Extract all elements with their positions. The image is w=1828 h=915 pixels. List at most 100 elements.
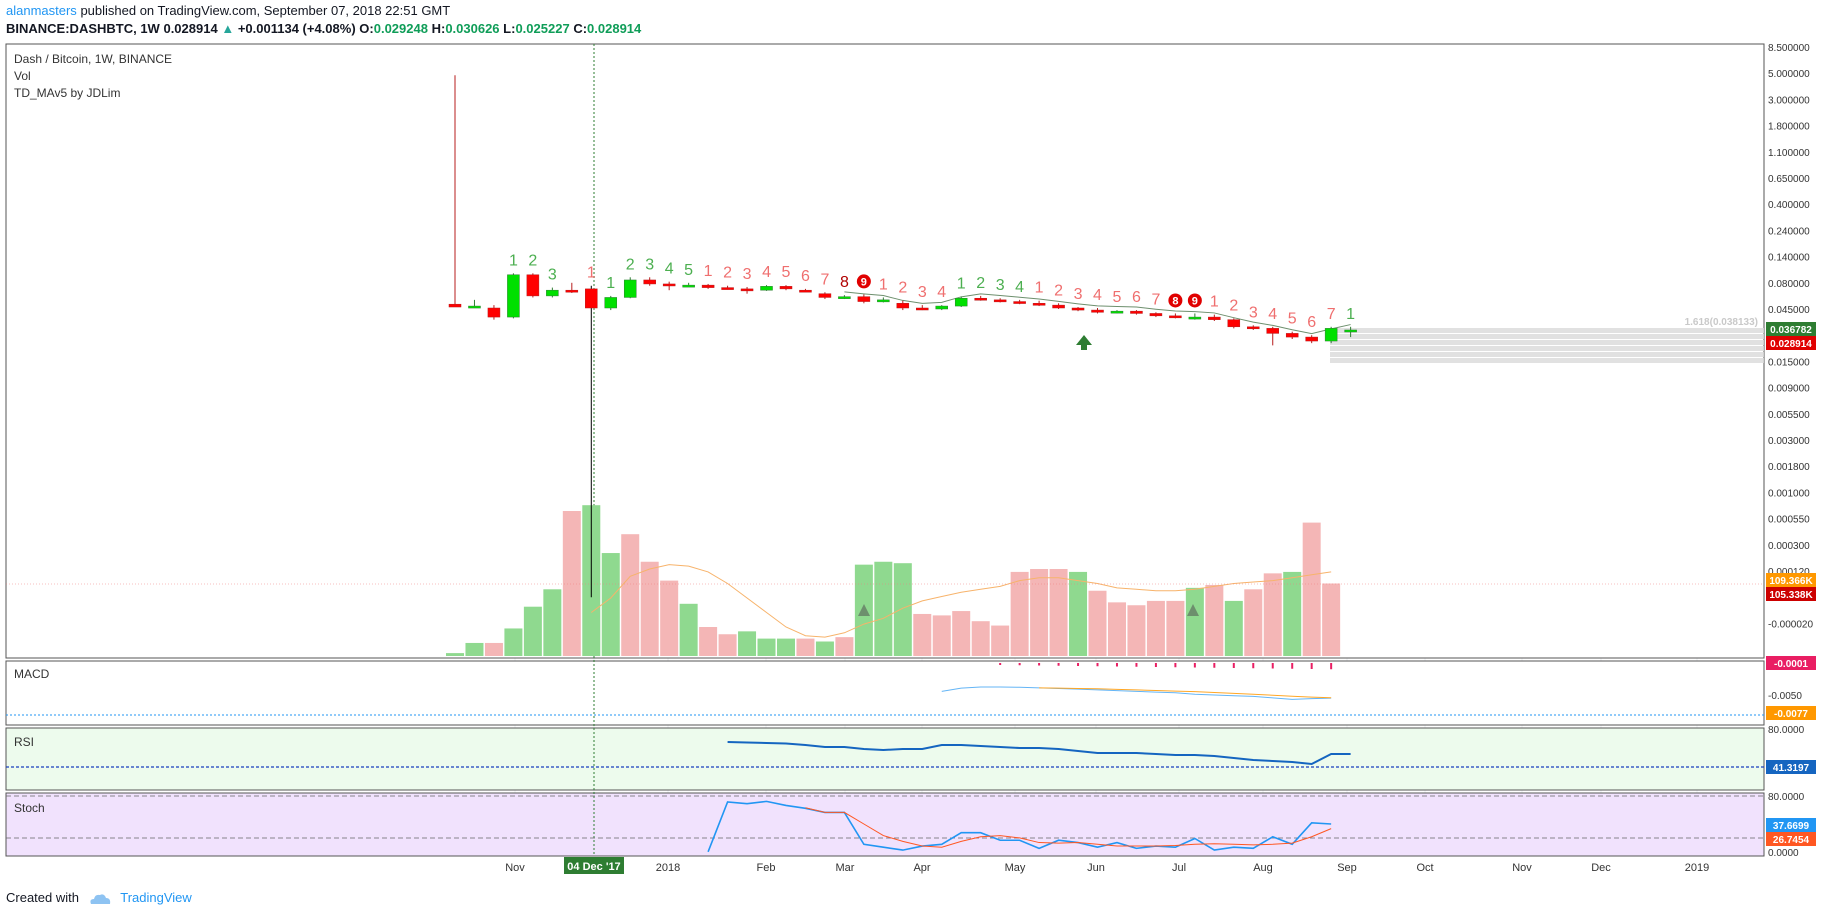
stoch-tick-label: 0.0000 [1768,848,1799,859]
time-tick-label: 2019 [1685,862,1709,874]
macd-legend[interactable]: MACD [14,667,50,681]
td-count-label: 1 [704,263,713,280]
candle-body [1013,301,1026,304]
price-tick-label: 1.100000 [1768,148,1810,159]
td-count-label: 8 [1172,295,1178,307]
td-count-label: 1 [509,252,518,269]
time-tick-label: Apr [913,862,930,874]
candle-body [760,286,773,291]
price-tick-label: 0.009000 [1768,384,1810,395]
setup-triangle-icon [858,604,870,616]
vol-legend[interactable]: Vol [14,69,31,83]
volume-bar [679,603,698,656]
author-link[interactable]: alanmasters [6,3,77,18]
time-tick-label: 2018 [656,862,680,874]
candle-body [1091,309,1104,313]
td-count-label: 4 [937,284,946,301]
price-tick-label: 5.000000 [1768,69,1810,80]
macd-histogram-bar [1115,663,1118,667]
main-legend[interactable]: Dash / Bitcoin, 1W, BINANCE [14,52,173,66]
td-count-label: 3 [1249,304,1258,321]
volume-bar [446,653,464,656]
stoch-d-line [805,807,1332,848]
stoch-tick-label: 80.0000 [1768,792,1805,803]
time-axis: Nov 04 Dec '17 2018 Feb Mar Apr May Jun Jul Aug Se… [505,857,1709,874]
candle-body [818,293,832,298]
stoch-d-label: 26.7454 [1773,835,1810,846]
candle-body [1110,310,1124,314]
td-count-label: 4 [665,261,674,278]
setup-triangle-icon [1187,604,1199,616]
td-count-label: 2 [723,265,732,282]
macd-hist-label-badge [1766,656,1816,670]
td-count-label: 9 [1192,295,1198,307]
macd-histogram-bar [1213,663,1216,668]
time-tick-label: Nov [505,862,525,874]
fib-price-label-badge [1766,322,1816,336]
price-tick-label: 8.500000 [1768,43,1810,54]
macd-histogram-bar [1193,663,1196,668]
last-price-label-badge [1766,336,1816,350]
pane-rsi [5,727,1765,791]
fib-price-label: 0.036782 [1770,325,1812,336]
stoch-legend[interactable]: Stoch [14,801,45,815]
candle-body [916,307,929,311]
volume-bar [952,611,971,656]
price-tick-label: 0.000550 [1768,515,1810,526]
macd-histogram-bar [1077,663,1080,666]
td-legend[interactable]: TD_MAv5 by JDLim [14,86,121,100]
candle-body [448,303,462,308]
tradingview-link[interactable]: TradingView [120,890,192,905]
price-tick-label: 0.650000 [1768,174,1810,185]
td-count-label: 4 [1093,287,1102,304]
rsi-legend[interactable]: RSI [14,735,35,749]
td-count-badge [1168,293,1183,308]
price-tick-label: 0.003000 [1768,436,1810,447]
td-count-label: 6 [1132,289,1141,306]
candle-body [857,296,871,302]
price-tick-label: 0.400000 [1768,200,1810,211]
td-count-label: 7 [1151,291,1160,308]
candle-body [1305,336,1318,342]
macd-histogram-bar [1096,663,1099,667]
candle-body [1247,326,1260,330]
fib-band [1330,358,1764,363]
price-tick-label: 0.000120 [1768,567,1810,578]
td-count-label: 5 [684,262,693,279]
candle-body [487,307,501,318]
price-tick-label: 0.080000 [1768,279,1810,290]
candle-body [1208,316,1221,320]
td-count-label: 1 [1210,294,1219,311]
volume-bar [660,580,679,656]
crosshair-date-badge [564,857,624,874]
macd-signal-line [1039,687,1332,699]
macd-histogram-bar [1038,663,1041,666]
macd-histogram-bar [1291,663,1294,669]
td-count-label: 1 [1035,280,1044,297]
candle-body [701,284,715,288]
fib-band [1330,328,1764,333]
macd-tick-label: -0.0050 [1768,691,1802,702]
td-count-label: 2 [976,275,985,292]
publish-info: alanmasters published on TradingView.com… [6,3,450,18]
candle-body [604,297,618,309]
candle-body [1324,328,1338,342]
time-tick-label: May [1005,862,1026,874]
candle-body [721,287,734,290]
volume-bar [504,628,523,656]
volume-ma-label-badge [1766,573,1816,587]
open-label: O: [359,21,374,36]
volume-bar [1069,571,1088,656]
candle-body [1285,333,1299,338]
volume-bar [738,631,757,656]
time-tick-label: Mar [836,862,855,874]
volume-bar [1088,590,1107,656]
symbol-label: BINANCE:DASHBTC, 1W [6,21,160,36]
td-count-label: 5 [1288,311,1297,328]
candle-body [896,303,910,309]
volume-bar [1263,573,1282,656]
macd-histogram-bar [1135,663,1138,667]
price-tick-label: 0.015000 [1768,357,1810,368]
volume-bar [465,642,484,656]
